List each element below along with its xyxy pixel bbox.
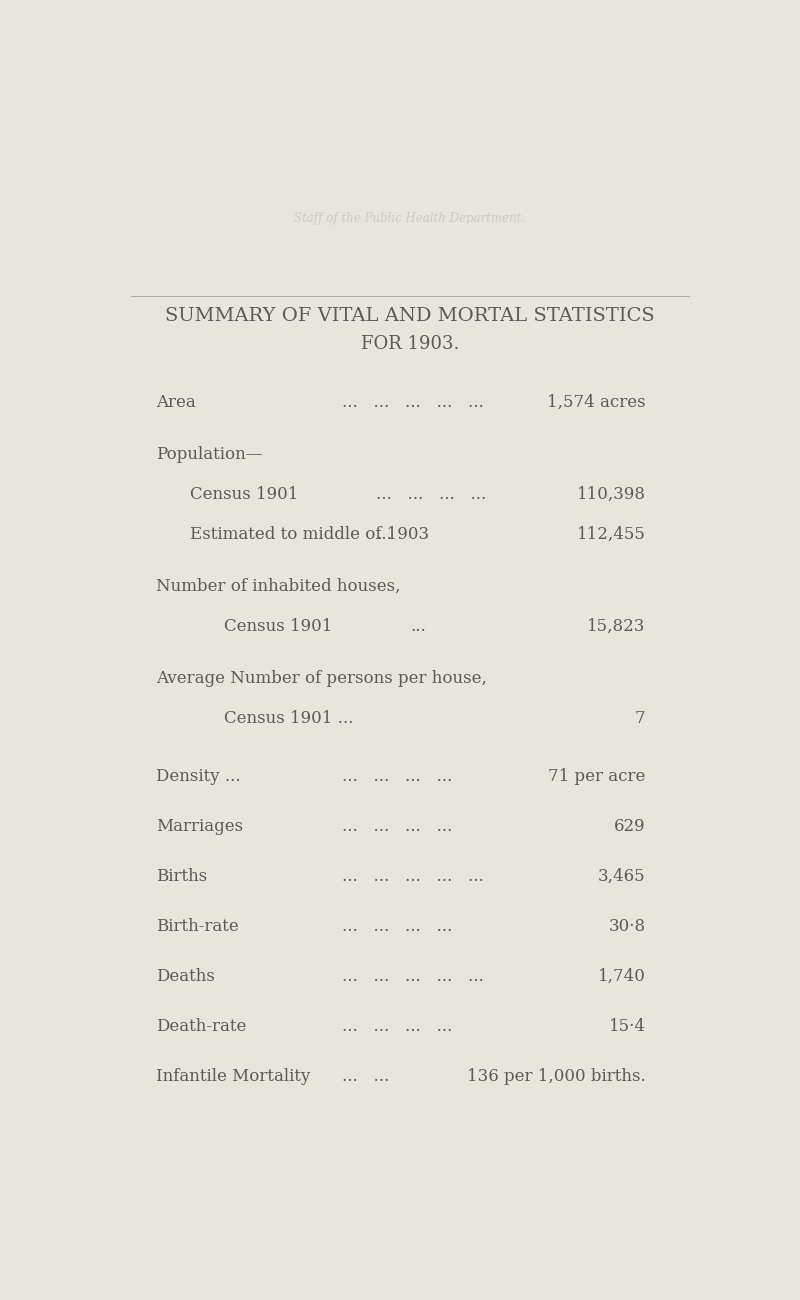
Text: Infantile Mortality: Infantile Mortality	[156, 1069, 310, 1086]
Text: Census 1901 ...: Census 1901 ...	[224, 710, 354, 727]
Text: ...: ...	[376, 526, 392, 543]
Text: Birth-rate: Birth-rate	[156, 918, 238, 935]
Text: 3,465: 3,465	[598, 868, 646, 885]
Text: ...   ...   ...   ...: ... ... ... ...	[342, 818, 452, 835]
Text: SUMMARY OF VITAL AND MORTAL STATISTICS: SUMMARY OF VITAL AND MORTAL STATISTICS	[165, 307, 655, 325]
Text: 629: 629	[614, 818, 646, 835]
Text: 110,398: 110,398	[577, 486, 646, 503]
Text: 71 per acre: 71 per acre	[548, 768, 646, 785]
Text: Marriages: Marriages	[156, 818, 243, 835]
Text: 30·8: 30·8	[609, 918, 646, 935]
Text: Death-rate: Death-rate	[156, 1018, 246, 1035]
Text: Census 1901: Census 1901	[224, 618, 332, 634]
Text: ...   ...   ...   ...   ...: ... ... ... ... ...	[342, 394, 483, 411]
Text: Density ...: Density ...	[156, 768, 241, 785]
Text: 112,455: 112,455	[577, 526, 646, 543]
Text: Census 1901: Census 1901	[190, 486, 298, 503]
Text: ...   ...   ...   ...: ... ... ... ...	[342, 768, 452, 785]
Text: ...   ...   ...   ...   ...: ... ... ... ... ...	[342, 868, 483, 885]
Text: Estimated to middle of 1903: Estimated to middle of 1903	[190, 526, 429, 543]
Text: Births: Births	[156, 868, 207, 885]
Text: Area: Area	[156, 394, 195, 411]
Text: Staff of the Public Health Department.: Staff of the Public Health Department.	[294, 212, 526, 225]
Text: 15·4: 15·4	[609, 1018, 646, 1035]
Text: ...   ...   ...   ...: ... ... ... ...	[376, 486, 486, 503]
Text: Deaths: Deaths	[156, 968, 214, 985]
Text: Number of inhabited houses,: Number of inhabited houses,	[156, 578, 400, 595]
Text: ...   ...   ...   ...: ... ... ... ...	[342, 918, 452, 935]
Text: ...   ...   ...   ...   ...: ... ... ... ... ...	[342, 968, 483, 985]
Text: ...   ...: ... ...	[342, 1069, 389, 1086]
Text: Average Number of persons per house,: Average Number of persons per house,	[156, 670, 486, 686]
Text: FOR 1903.: FOR 1903.	[361, 335, 459, 354]
Text: ...: ...	[410, 618, 426, 634]
Text: 1,574 acres: 1,574 acres	[547, 394, 646, 411]
Text: 7: 7	[635, 710, 646, 727]
Text: 1,740: 1,740	[598, 968, 646, 985]
Text: 136 per 1,000 births.: 136 per 1,000 births.	[467, 1069, 646, 1086]
Text: Population—: Population—	[156, 446, 262, 463]
Text: ...   ...   ...   ...: ... ... ... ...	[342, 1018, 452, 1035]
Text: 15,823: 15,823	[587, 618, 646, 634]
